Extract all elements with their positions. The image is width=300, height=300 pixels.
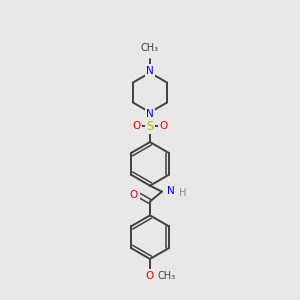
Text: H: H — [179, 188, 186, 198]
Text: O: O — [146, 271, 154, 281]
Text: S: S — [146, 120, 154, 133]
Text: O: O — [130, 190, 138, 200]
Text: N: N — [146, 66, 154, 76]
Text: O: O — [132, 121, 140, 131]
Text: CH₃: CH₃ — [141, 43, 159, 53]
Text: CH₃: CH₃ — [158, 271, 176, 281]
Text: N: N — [167, 186, 175, 196]
Text: N: N — [146, 109, 154, 119]
Text: O: O — [160, 121, 168, 131]
